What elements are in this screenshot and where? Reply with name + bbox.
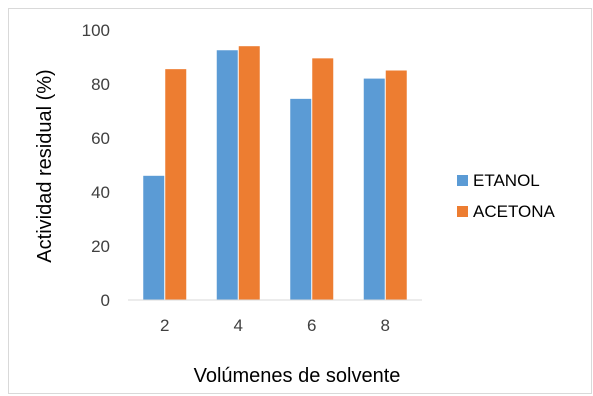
y-tick-label: 100	[82, 21, 110, 40]
y-tick-label: 40	[91, 183, 110, 202]
x-tick-label: 8	[381, 316, 390, 335]
legend-label-etanol: ETANOL	[473, 171, 540, 190]
x-axis-title: Volúmenes de solvente	[194, 365, 401, 387]
x-tick-label: 6	[307, 316, 316, 335]
y-axis-title: Actividad residual (%)	[34, 69, 56, 262]
bar-acetona-4	[238, 46, 260, 301]
x-tick-label: 4	[234, 316, 243, 335]
y-tick-label: 60	[91, 129, 110, 148]
y-axis-ticks: 0 20 40 60 80 100	[82, 21, 110, 310]
y-tick-label: 80	[91, 75, 110, 94]
bar-etanol-2	[143, 175, 165, 300]
bar-etanol-4	[216, 50, 238, 300]
x-tick-label: 2	[160, 316, 169, 335]
legend-swatch-etanol	[457, 175, 468, 186]
bar-etanol-6	[290, 98, 312, 300]
y-tick-label: 20	[91, 237, 110, 256]
bar-acetona-2	[165, 69, 187, 301]
bar-etanol-8	[363, 78, 385, 300]
bars	[143, 46, 407, 301]
legend-label-acetona: ACETONA	[473, 202, 556, 221]
bar-acetona-6	[312, 58, 334, 300]
legend-swatch-acetona	[457, 206, 468, 217]
bar-acetona-8	[385, 70, 407, 300]
y-tick-label: 0	[101, 291, 110, 310]
x-axis-ticks: 2 4 6 8	[160, 316, 390, 335]
legend: ETANOL ACETONA	[457, 171, 556, 221]
